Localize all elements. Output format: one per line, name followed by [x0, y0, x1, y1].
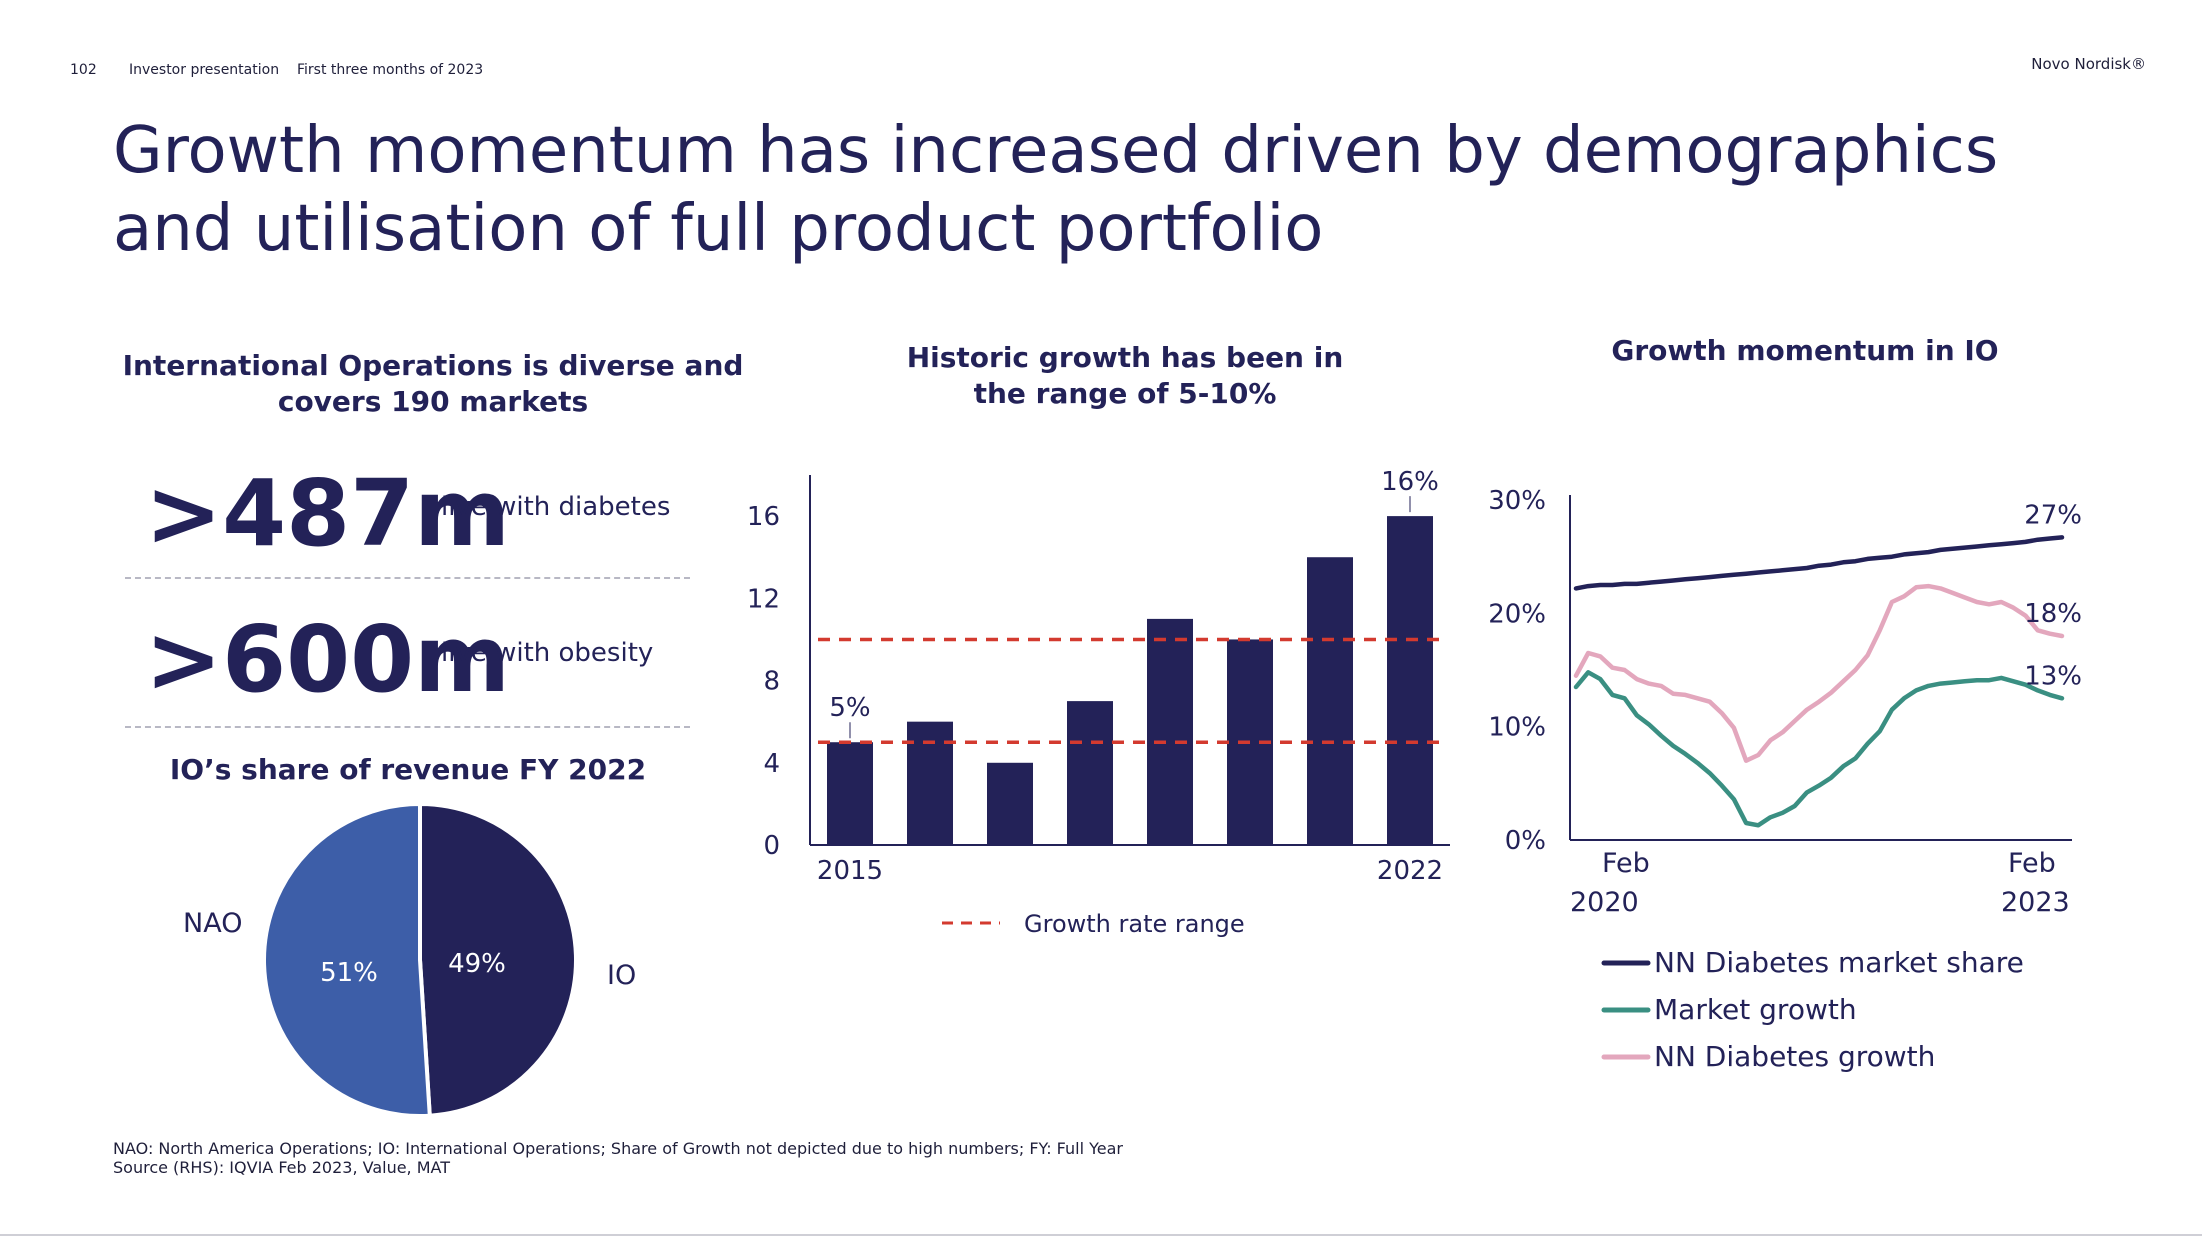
end-label-series-1: 27% — [2024, 500, 2082, 530]
legend-label-series-3: NN Diabetes growth — [1654, 1040, 1935, 1073]
y-tick-label: 8 — [763, 667, 780, 697]
pie-legend-nao: NAO — [183, 908, 243, 939]
y-tick-label: 4 — [763, 749, 780, 779]
end-label-series-2: 13% — [2024, 661, 2082, 691]
y-tick-label: 16 — [747, 502, 780, 532]
divider — [125, 577, 690, 579]
divider — [125, 726, 690, 728]
series-line-3 — [1573, 583, 2065, 763]
bar-chart-title: Historic growth has been in the range of… — [906, 341, 1344, 410]
pie-chart-title: IO’s share of revenue FY 2022 — [169, 753, 647, 786]
x-start-label-month: Feb — [1602, 848, 1650, 879]
bottom-rule — [0, 1234, 2202, 1236]
series-line-2 — [1573, 670, 2065, 828]
pie-data-label-io: 49% — [448, 949, 506, 979]
pie-legend-io: IO — [607, 960, 637, 991]
footnote-source: Source (RHS): IQVIA Feb 2023, Value, MAT — [113, 1158, 451, 1177]
period-label: First three months of 2023 — [297, 62, 484, 78]
line-chart: 0%10%20%30% 27%13%18% Feb 2020 Feb 2023 … — [1488, 486, 2082, 1073]
page-title: Growth momentum has increased driven by … — [113, 114, 1999, 266]
end-label-series-3: 18% — [2024, 599, 2082, 629]
series-line-1 — [1573, 535, 2065, 591]
y-tick-label: 20% — [1488, 599, 1546, 629]
legend-label-growth-rate: Growth rate range — [1024, 910, 1245, 938]
y-tick-label: 30% — [1488, 486, 1546, 516]
bar-2019 — [1147, 618, 1193, 845]
x-tick-label: 2015 — [817, 856, 883, 886]
brand-label: Novo Nordisk® — [2031, 55, 2146, 73]
stat-obesity-value: >600m — [145, 606, 510, 713]
bar-2016 — [907, 721, 953, 845]
bar-2018 — [1067, 701, 1113, 845]
bar-chart: 0 4 8 12 16 2015 2022 5% 16% Growth rate range — [747, 467, 1450, 938]
data-label-2022: 16% — [1381, 467, 1439, 497]
stat-obesity-label: live with obesity — [441, 638, 654, 668]
footnote-definitions: NAO: North America Operations; IO: Inter… — [113, 1139, 1123, 1158]
bar-2017 — [987, 762, 1033, 845]
y-tick-label: 0% — [1505, 826, 1546, 856]
bar-2022 — [1387, 516, 1433, 845]
bar-2015 — [827, 742, 873, 845]
y-tick-label: 10% — [1488, 713, 1546, 743]
page-number: 102 — [70, 62, 97, 78]
left-panel-heading: International Operations is diverse and … — [122, 349, 744, 418]
stat-diabetes-label: live with diabetes — [441, 492, 671, 522]
pie-slice-nao — [261, 801, 432, 1118]
y-tick-label: 12 — [747, 584, 780, 614]
line-chart-title: Growth momentum in IO — [1611, 334, 1999, 367]
legend-label-series-1: NN Diabetes market share — [1654, 946, 2024, 979]
doc-title: Investor presentation — [129, 62, 280, 78]
x-end-label-year: 2023 — [2001, 887, 2070, 918]
x-tick-label: 2022 — [1377, 856, 1443, 886]
bar-2021 — [1307, 557, 1353, 845]
stat-diabetes-value: >487m — [145, 460, 510, 567]
pie-data-label-nao: 51% — [320, 958, 378, 988]
x-end-label-month: Feb — [2008, 848, 2056, 879]
x-start-label-year: 2020 — [1570, 887, 1639, 918]
y-tick-label: 0 — [763, 831, 780, 861]
pie-chart: 51% 49% — [261, 801, 578, 1118]
data-label-2015: 5% — [829, 693, 870, 723]
pie-slice-io — [418, 801, 578, 1118]
legend-label-series-2: Market growth — [1654, 993, 1857, 1026]
